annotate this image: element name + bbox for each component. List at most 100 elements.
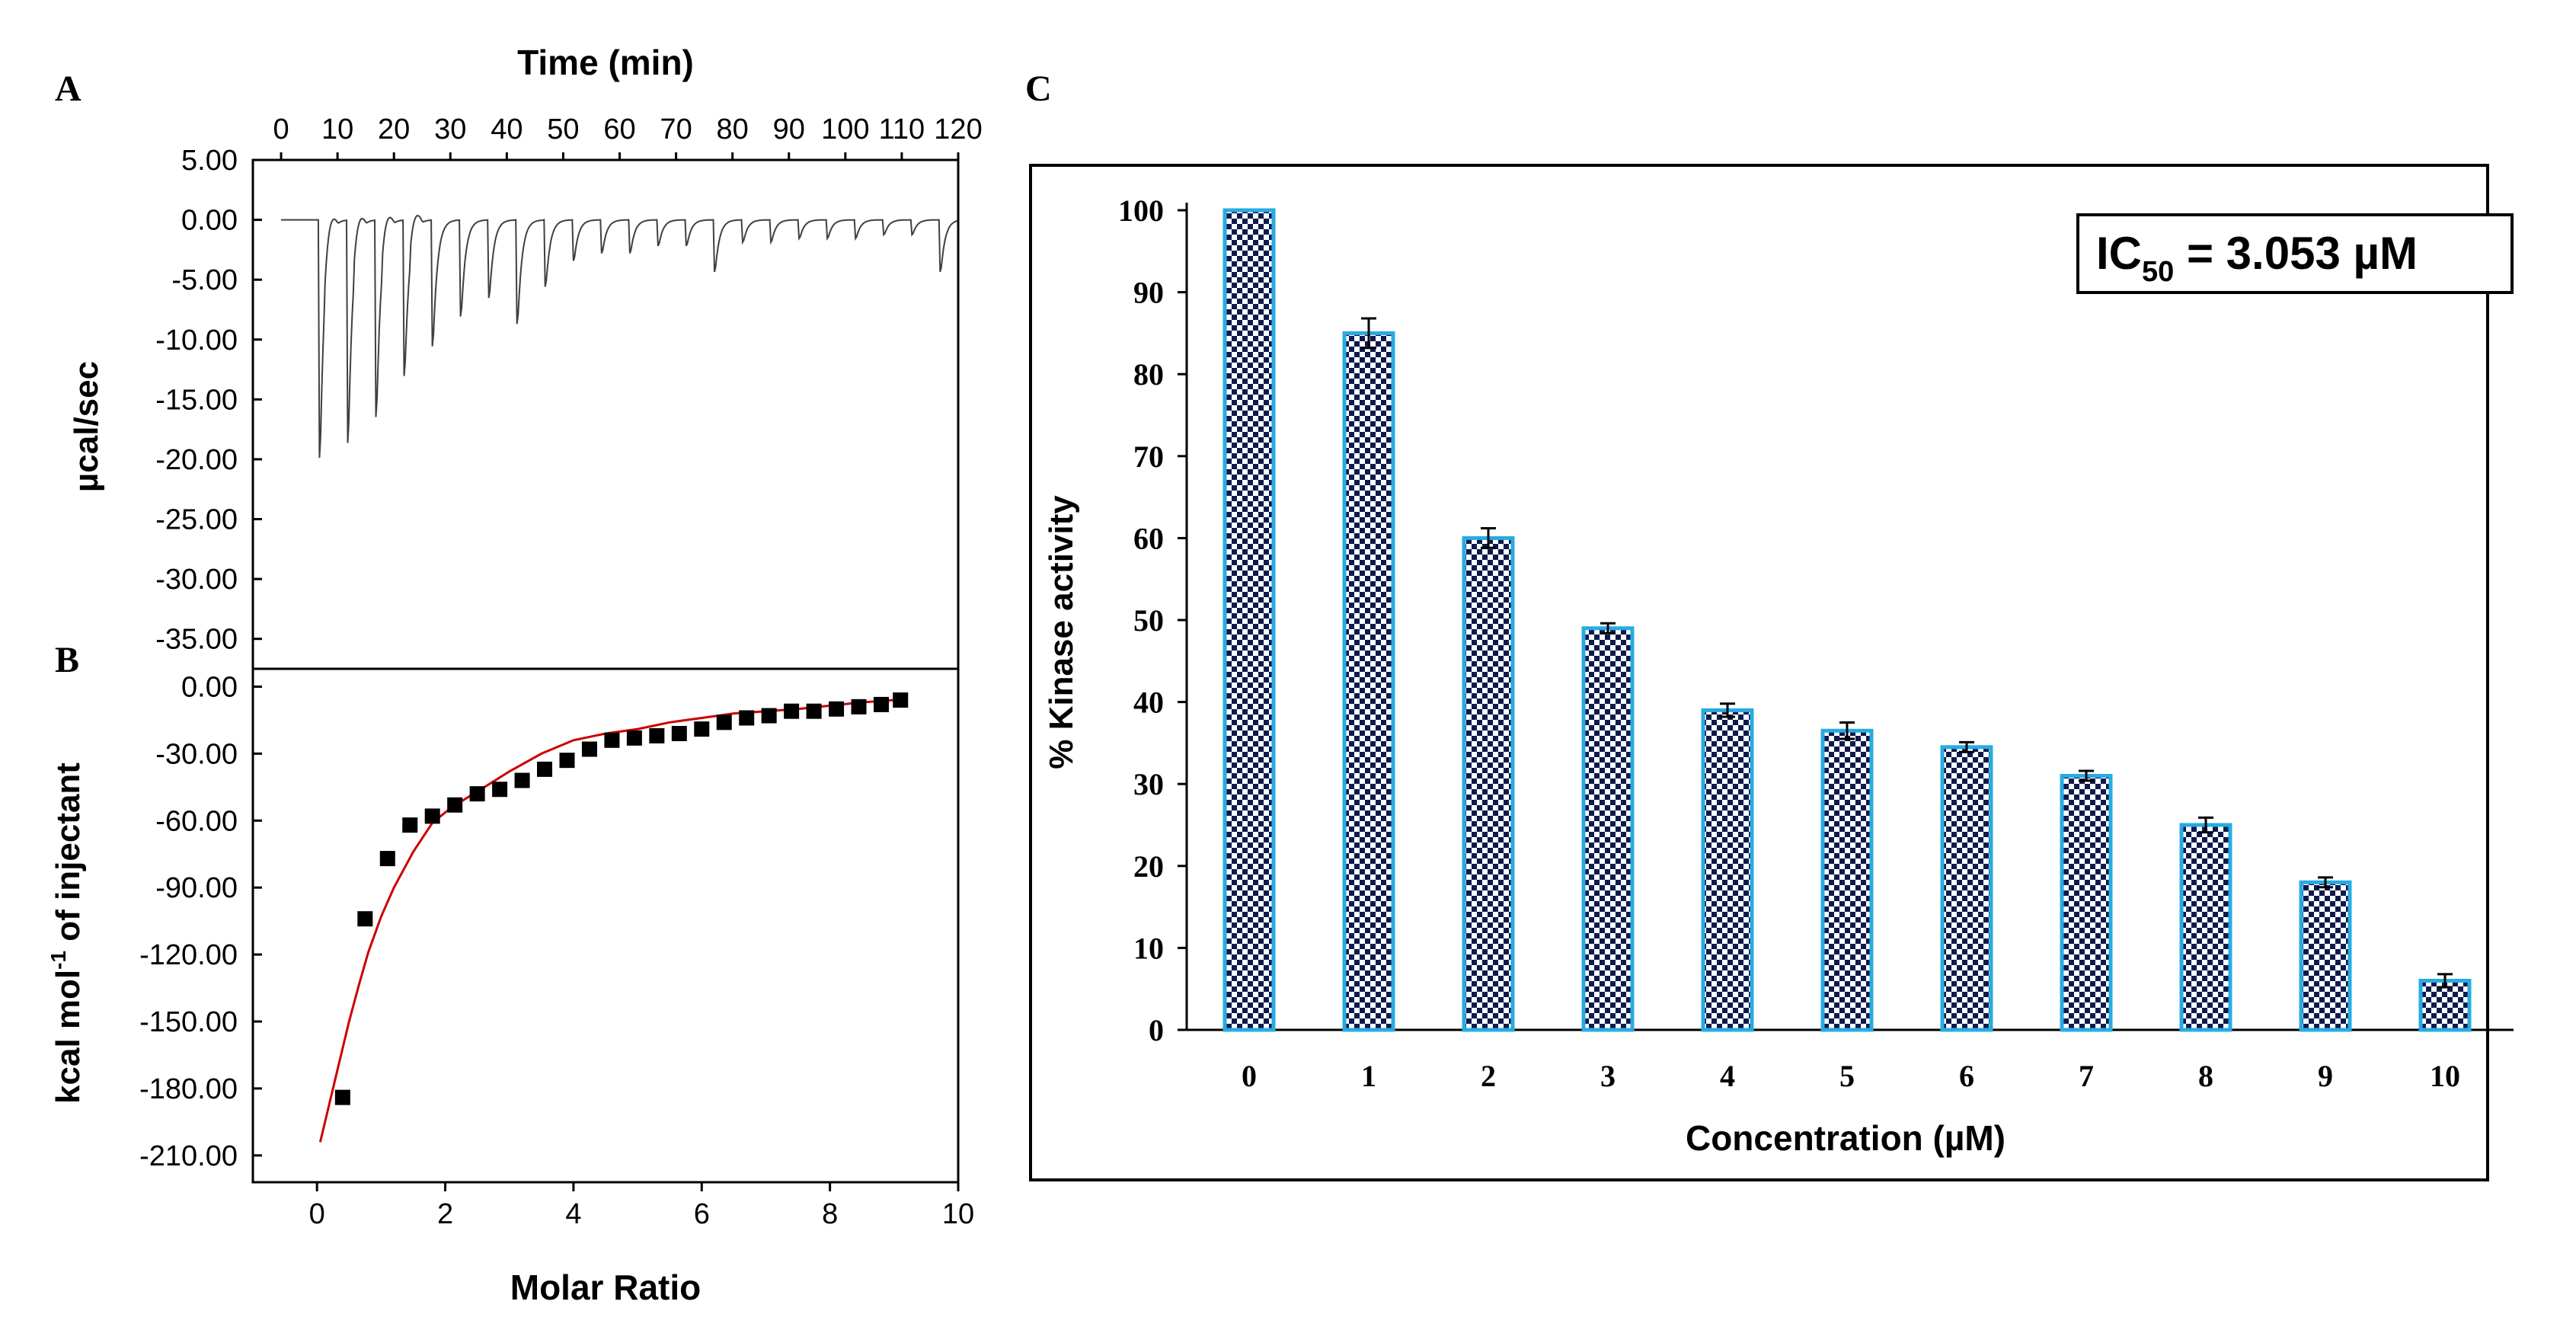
panel-c-y-tick-label: 10	[1133, 931, 1164, 965]
panel-b-data-point	[829, 701, 845, 717]
panel-c-bar	[2060, 773, 2113, 1032]
panel-c-ticks: 0 10 20 30 40 50 60 70 80 90 100	[1118, 193, 1187, 1047]
panel-a-x-axis-title: Time (min)	[517, 43, 694, 82]
panel-c-x-tick-label: 5	[1839, 1059, 1855, 1093]
panel-a-y-axis-title: µcal/sec	[68, 361, 105, 492]
panel-a-y-tick-label: -30.00	[155, 564, 238, 596]
panel-b-data-point	[806, 703, 822, 719]
panel-c-y-tick-label: 30	[1133, 767, 1164, 801]
panel-c-y-tick-label: 0	[1149, 1013, 1164, 1047]
panel-b-data-point	[514, 772, 530, 788]
panel-b-x-tick-label: 2	[437, 1198, 453, 1230]
panel-c-bar	[2299, 880, 2352, 1032]
panel-b-ticks: 0 2 4 6 8 10 0.00 -30.00 -60.00 -90.00 -120.00 -150…	[139, 671, 974, 1230]
panel-c-bar	[1342, 331, 1395, 1032]
panel-a-x-tick-label: 70	[660, 113, 692, 145]
panel-c-kinase-activity: % Kinase activity Concentration (µM) 0 10…	[1029, 164, 2514, 1181]
panel-a-y-tick-label: -10.00	[155, 325, 238, 356]
panel-c-x-axis-title: Concentration (µM)	[1686, 1118, 2006, 1158]
panel-b-data-point	[604, 732, 620, 748]
panel-c-bar	[1701, 708, 1754, 1032]
panel-b-data-point	[357, 911, 373, 927]
panel-c-bar	[2179, 823, 2232, 1032]
panel-b-data-point	[873, 696, 889, 712]
panel-c-y-tick-label: 70	[1133, 440, 1164, 474]
panel-a-y-tick-label: -20.00	[155, 444, 238, 476]
panel-c-y-tick-label: 100	[1118, 193, 1164, 228]
panel-a-x-tick-label: 100	[821, 113, 869, 145]
panel-b-data-point	[581, 741, 597, 757]
panel-b-data-point	[537, 761, 553, 777]
panel-c-x-tick-label: 9	[2318, 1059, 2333, 1093]
panel-a-y-tick-label: -25.00	[155, 504, 238, 536]
panel-b-x-tick-label: 6	[694, 1198, 710, 1230]
panel-c-x-tick-label: 3	[1600, 1059, 1616, 1093]
panel-a-x-tick-label: 110	[879, 113, 925, 145]
ic50-label: IC50 = 3.053 µM	[2096, 228, 2418, 288]
panel-a-y-tick-label: 5.00	[181, 145, 238, 177]
panel-c-x-tick-label: 0	[1242, 1059, 1257, 1093]
panel-b-y-tick-label: -210.00	[139, 1140, 238, 1172]
panel-b-y-axis-title: kcal mol-1 of injectant	[46, 763, 87, 1104]
panel-b-data-point	[379, 851, 395, 867]
panel-b-fit-curve	[318, 698, 901, 1143]
panel-c-bar	[1462, 536, 1515, 1032]
panel-a-x-tick-label: 80	[717, 113, 749, 145]
panel-b-data-point	[559, 753, 575, 769]
panel-b-data-point	[649, 727, 665, 743]
panel-c-y-tick-label: 60	[1133, 521, 1164, 555]
panel-c-ic50-annotation: IC50 = 3.053 µM	[2076, 213, 2514, 294]
panel-a-y-tick-label: -5.00	[171, 264, 238, 296]
panel-a-heat-trace	[281, 214, 957, 459]
panel-a-itc-thermogram: Time (min) µcal/sec 0 10 20 30 40 50 60 70 80 90 1…	[68, 43, 983, 670]
panel-b-data-point	[893, 692, 909, 708]
panel-b-data-point	[784, 703, 800, 719]
panel-a-x-tick-label: 30	[434, 113, 466, 145]
panel-b-y-tick-label: -120.00	[139, 939, 238, 971]
panel-c-x-tick-label: 6	[1959, 1059, 1974, 1093]
panel-c-x-tick-label: 4	[1720, 1059, 1735, 1093]
panel-a-x-tick-label: 20	[378, 113, 410, 145]
panel-b-y-tick-label: -90.00	[155, 872, 238, 904]
panel-label-a: A	[55, 69, 81, 109]
panel-c-bar	[1940, 745, 1993, 1032]
panel-a-y-tick-label: -15.00	[155, 384, 238, 416]
panel-a-x-tick-label: 10	[321, 113, 353, 145]
panel-b-y-tick-label: -60.00	[155, 805, 238, 837]
panel-b-data-point	[671, 725, 687, 741]
panel-a-x-tick-label: 50	[547, 113, 579, 145]
panel-b-y-tick-label: 0.00	[181, 671, 238, 703]
panel-a-y-tick-label: 0.00	[181, 205, 238, 237]
panel-c-bar	[1581, 626, 1635, 1032]
panel-b-data-point	[716, 715, 732, 731]
panel-a-x-tick-label: 60	[603, 113, 635, 145]
panel-a-x-tick-label: 40	[491, 113, 523, 145]
panel-b-data-point	[739, 710, 755, 726]
panel-c-x-tick-label: 7	[2079, 1059, 2094, 1093]
panel-c-bar	[1222, 208, 1276, 1032]
panel-b-y-tick-label: -150.00	[139, 1006, 238, 1038]
panel-c-frame	[1029, 164, 2489, 1181]
ic50-box	[2076, 213, 2514, 294]
panel-b-data-point	[492, 782, 508, 798]
panel-b-binding-isotherm: Molar Ratio kcal mol-1 of injectant 0 2 4 6…	[46, 667, 974, 1307]
panel-c-y-tick-label: 90	[1133, 276, 1164, 310]
panel-a-y-tick-label: -35.00	[155, 624, 238, 656]
panel-b-x-axis-title: Molar Ratio	[510, 1268, 701, 1307]
panel-b-data-point	[334, 1089, 350, 1105]
panel-c-y-axis-title: % Kinase activity	[1043, 495, 1080, 769]
panel-b-data-point	[694, 721, 710, 737]
panel-b-data-point	[761, 708, 777, 724]
panel-b-data-point	[469, 786, 485, 802]
panel-b-data-point	[424, 808, 440, 824]
panel-c-x-tick-label: 2	[1481, 1059, 1496, 1093]
panel-c-bars: 0 1 2 3 4 5 6 7 8 9 10	[1222, 208, 2472, 1093]
panel-b-x-tick-label: 0	[309, 1198, 325, 1230]
panel-a-x-tick-label: 0	[273, 113, 289, 145]
panel-c-y-tick-label: 80	[1133, 357, 1164, 392]
panel-b-data-point	[626, 730, 642, 746]
panel-b-data-point	[851, 699, 867, 715]
panel-label-b: B	[55, 640, 79, 680]
panel-c-y-tick-label: 50	[1133, 603, 1164, 638]
